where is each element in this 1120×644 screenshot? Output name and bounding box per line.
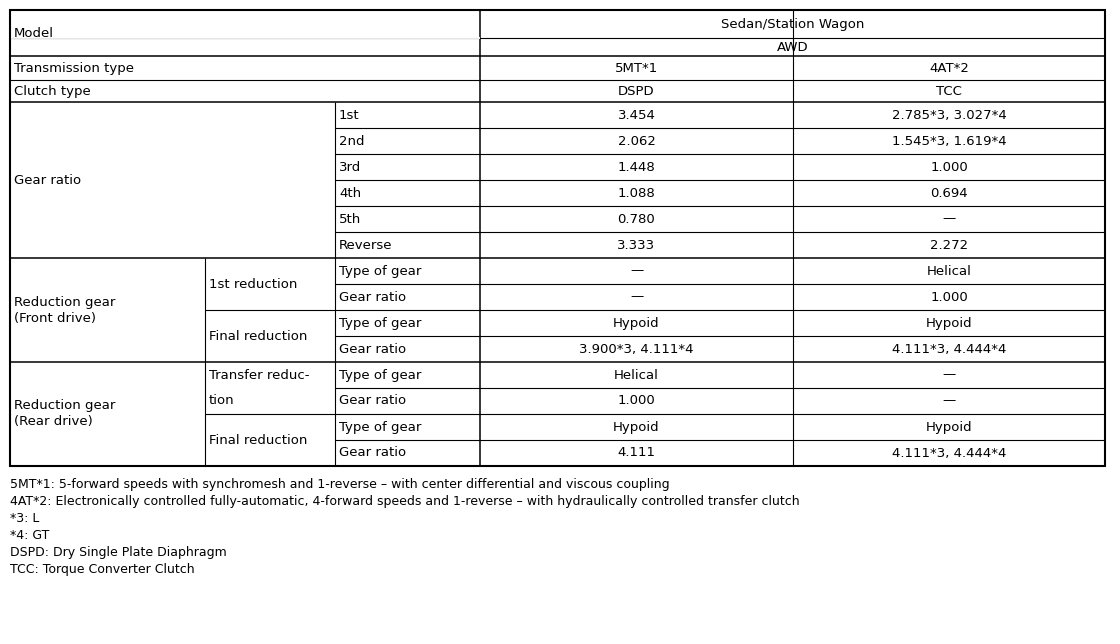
Text: TCC: TCC bbox=[936, 84, 962, 97]
Text: 1.088: 1.088 bbox=[617, 187, 655, 200]
Text: Final reduction: Final reduction bbox=[209, 433, 307, 446]
Text: Sedan/Station Wagon: Sedan/Station Wagon bbox=[721, 17, 865, 30]
Text: 5th: 5th bbox=[339, 213, 362, 225]
Text: —: — bbox=[942, 368, 955, 381]
Text: 2.062: 2.062 bbox=[617, 135, 655, 147]
Text: 1.448: 1.448 bbox=[617, 160, 655, 173]
Text: 3.900*3, 4.111*4: 3.900*3, 4.111*4 bbox=[579, 343, 693, 355]
Text: 3.454: 3.454 bbox=[617, 108, 655, 122]
Text: Hypoid: Hypoid bbox=[926, 421, 972, 433]
Text: Gear ratio: Gear ratio bbox=[339, 446, 407, 460]
Text: (Rear drive): (Rear drive) bbox=[13, 415, 93, 428]
Text: 5MT*1: 5MT*1 bbox=[615, 61, 659, 75]
Text: tion: tion bbox=[209, 395, 234, 408]
Text: 4AT*2: 4AT*2 bbox=[930, 61, 969, 75]
Text: —: — bbox=[942, 395, 955, 408]
Text: 0.694: 0.694 bbox=[931, 187, 968, 200]
Text: Type of gear: Type of gear bbox=[339, 368, 421, 381]
Text: 4AT*2: Electronically controlled fully-automatic, 4-forward speeds and 1-reverse: 4AT*2: Electronically controlled fully-a… bbox=[10, 495, 800, 508]
Text: Hypoid: Hypoid bbox=[613, 316, 660, 330]
Text: 5MT*1: 5-forward speeds with synchromesh and 1-reverse – with center differentia: 5MT*1: 5-forward speeds with synchromesh… bbox=[10, 478, 670, 491]
Text: Reduction gear: Reduction gear bbox=[13, 296, 115, 308]
Text: Hypoid: Hypoid bbox=[926, 316, 972, 330]
Text: DSPD: Dry Single Plate Diaphragm: DSPD: Dry Single Plate Diaphragm bbox=[10, 546, 226, 559]
Text: Reduction gear: Reduction gear bbox=[13, 399, 115, 413]
Text: 4.111*3, 4.444*4: 4.111*3, 4.444*4 bbox=[892, 343, 1006, 355]
Text: Type of gear: Type of gear bbox=[339, 265, 421, 278]
Text: 1.545*3, 1.619*4: 1.545*3, 1.619*4 bbox=[892, 135, 1006, 147]
Text: Helical: Helical bbox=[926, 265, 971, 278]
Text: 3rd: 3rd bbox=[339, 160, 362, 173]
Text: 1st: 1st bbox=[339, 108, 360, 122]
Text: 1.000: 1.000 bbox=[930, 290, 968, 303]
Bar bbox=[10, 10, 1105, 466]
Text: AWD: AWD bbox=[776, 41, 809, 53]
Text: Helical: Helical bbox=[614, 368, 659, 381]
Text: Final reduction: Final reduction bbox=[209, 330, 307, 343]
Text: 4.111: 4.111 bbox=[617, 446, 655, 460]
Text: Transmission type: Transmission type bbox=[13, 61, 134, 75]
Text: Model: Model bbox=[13, 26, 54, 39]
Text: Clutch type: Clutch type bbox=[13, 84, 91, 97]
Text: Gear ratio: Gear ratio bbox=[339, 395, 407, 408]
Text: *3: L: *3: L bbox=[10, 512, 39, 525]
Text: 0.780: 0.780 bbox=[617, 213, 655, 225]
Text: —: — bbox=[629, 265, 643, 278]
Text: TCC: Torque Converter Clutch: TCC: Torque Converter Clutch bbox=[10, 563, 195, 576]
Text: Gear ratio: Gear ratio bbox=[339, 290, 407, 303]
Text: —: — bbox=[942, 213, 955, 225]
Text: 2.272: 2.272 bbox=[930, 238, 968, 252]
Text: 1.000: 1.000 bbox=[930, 160, 968, 173]
Text: DSPD: DSPD bbox=[618, 84, 655, 97]
Text: Gear ratio: Gear ratio bbox=[13, 173, 81, 187]
Text: Hypoid: Hypoid bbox=[613, 421, 660, 433]
Text: Type of gear: Type of gear bbox=[339, 421, 421, 433]
Text: *4: GT: *4: GT bbox=[10, 529, 49, 542]
Text: 2nd: 2nd bbox=[339, 135, 364, 147]
Text: 2.785*3, 3.027*4: 2.785*3, 3.027*4 bbox=[892, 108, 1007, 122]
Text: —: — bbox=[629, 290, 643, 303]
Text: 4th: 4th bbox=[339, 187, 361, 200]
Text: Type of gear: Type of gear bbox=[339, 316, 421, 330]
Text: 1.000: 1.000 bbox=[617, 395, 655, 408]
Text: Reverse: Reverse bbox=[339, 238, 392, 252]
Text: Gear ratio: Gear ratio bbox=[339, 343, 407, 355]
Text: 1st reduction: 1st reduction bbox=[209, 278, 298, 290]
Text: 3.333: 3.333 bbox=[617, 238, 655, 252]
Text: (Front drive): (Front drive) bbox=[13, 312, 96, 325]
Text: Transfer reduc-: Transfer reduc- bbox=[209, 368, 309, 381]
Text: 4.111*3, 4.444*4: 4.111*3, 4.444*4 bbox=[892, 446, 1006, 460]
